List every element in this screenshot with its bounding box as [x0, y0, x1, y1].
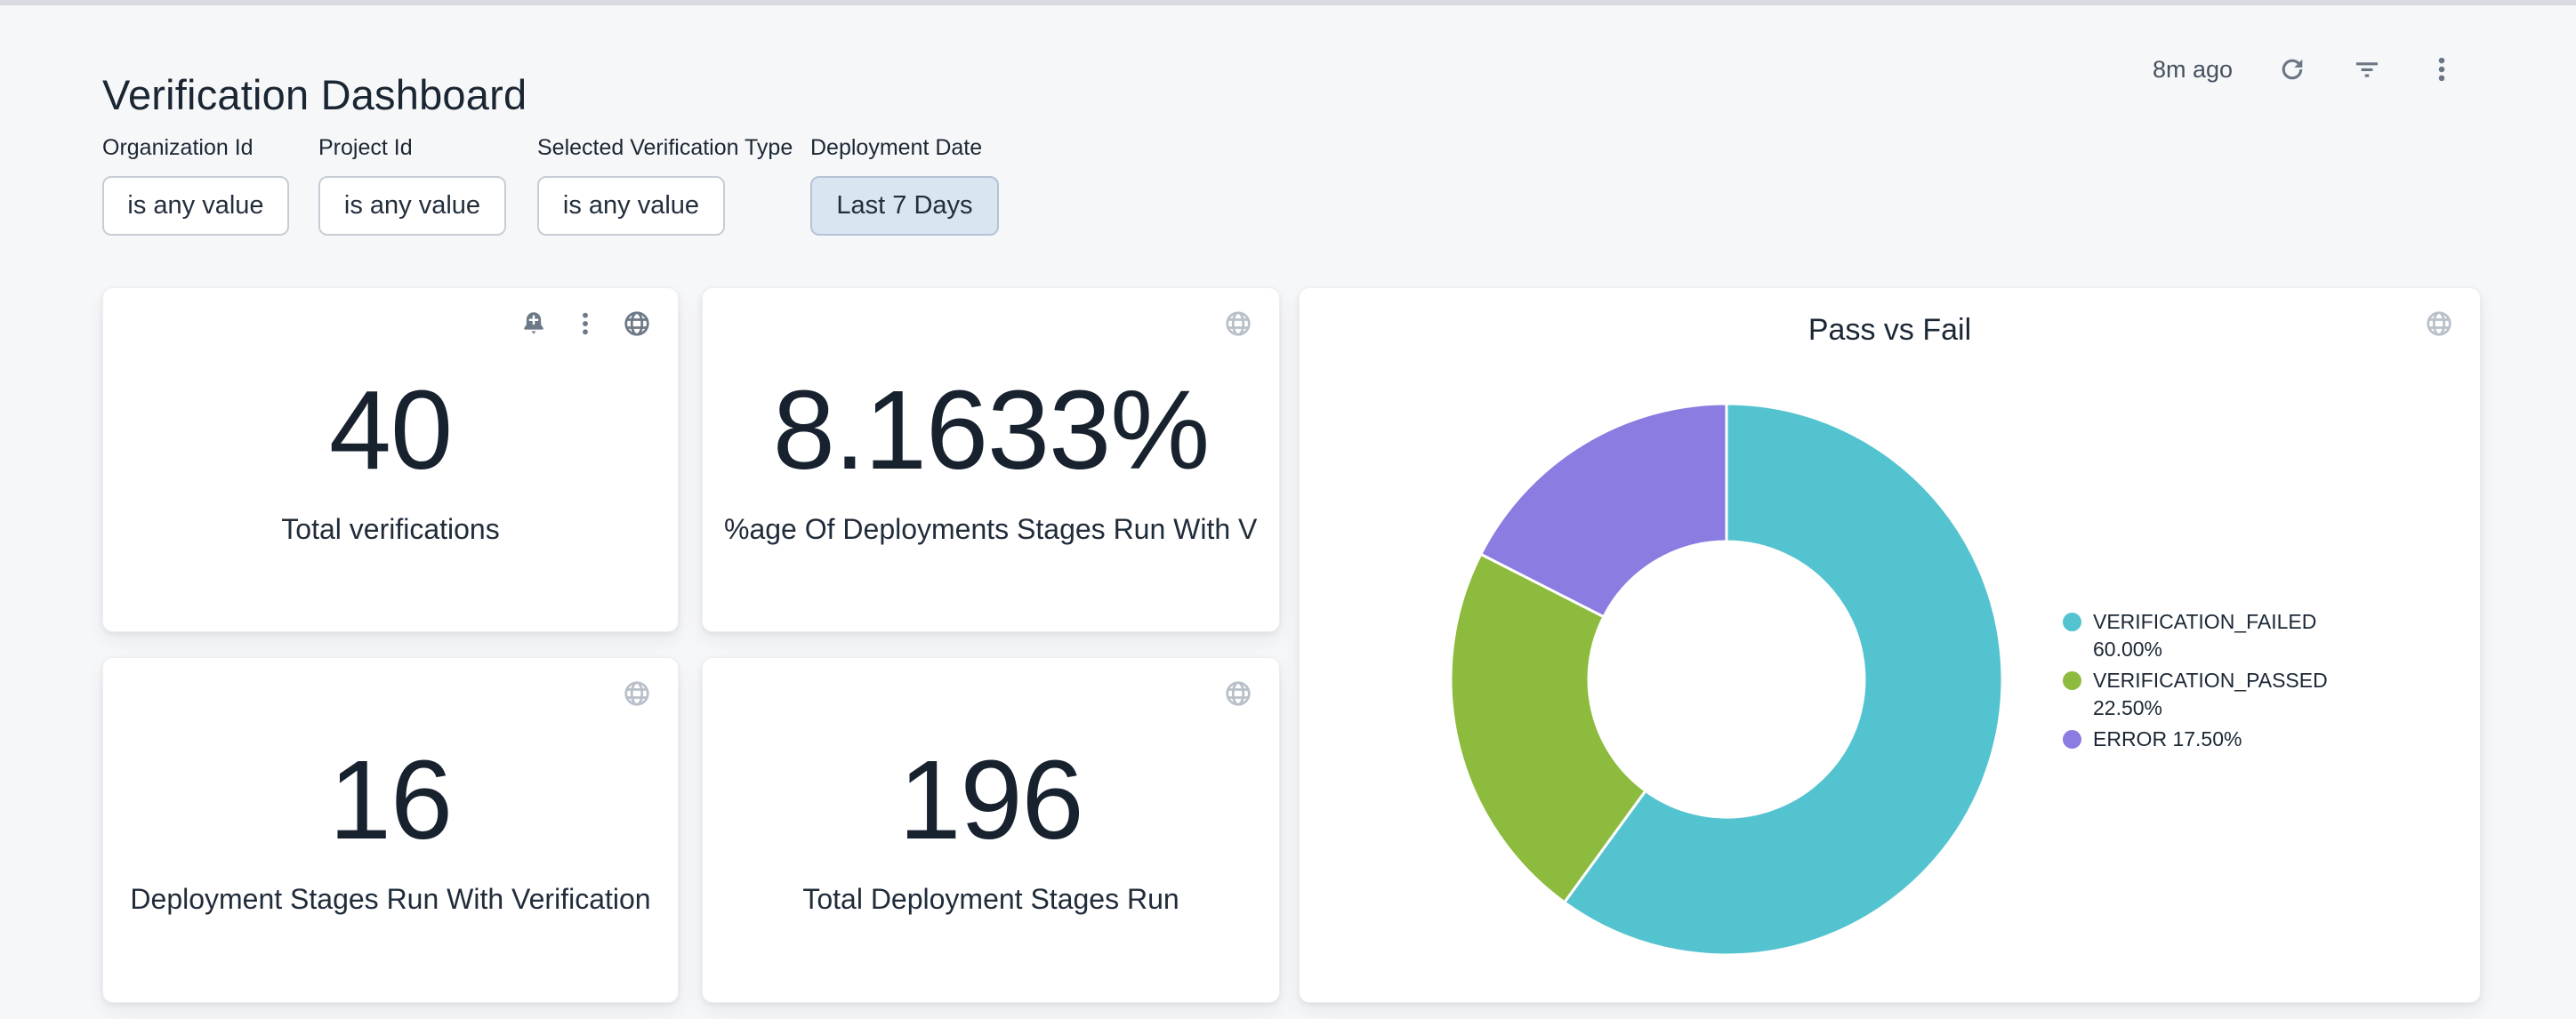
filter-value-button[interactable]: is any value: [537, 176, 725, 236]
tile-total-stages-run: 196 Total Deployment Stages Run: [702, 657, 1280, 1003]
filter-label: Deployment Date: [810, 135, 999, 161]
legend-item-error[interactable]: ERROR 17.50%: [2063, 726, 2365, 753]
filter-value-button[interactable]: is any value: [318, 176, 506, 236]
tile-stages-run-with-verification: 16 Deployment Stages Run With Verificati…: [102, 657, 679, 1003]
filter-organization-id: Organization Id is any value: [102, 135, 289, 236]
filter-list-icon: [2352, 54, 2382, 84]
dashboard-actions: 8m ago: [2153, 48, 2457, 91]
dashboard-filters-button[interactable]: [2352, 54, 2382, 84]
explore-from-here-button[interactable]: [623, 309, 651, 338]
chart-title: Pass vs Fail: [1300, 313, 2480, 348]
filter-value-button[interactable]: Last 7 Days: [810, 176, 999, 236]
tile-percent-stages-with-verification: 8.1633% %age Of Deployments Stages Run W…: [702, 287, 1280, 632]
page-title: Verification Dashboard: [102, 70, 527, 119]
globe-icon: [1224, 679, 1252, 708]
tile-value: 16: [329, 744, 452, 856]
explore-from-here-button[interactable]: [623, 679, 651, 708]
dashboard-more-menu-button[interactable]: [2427, 54, 2457, 84]
create-alert-button[interactable]: [519, 309, 548, 338]
globe-icon: [623, 679, 651, 708]
filter-label: Selected Verification Type: [537, 135, 793, 161]
tile-value: 40: [329, 374, 452, 486]
filter-selected-verification-type: Selected Verification Type is any value: [537, 135, 793, 236]
legend-item-verification_failed[interactable]: VERIFICATION_FAILED 60.00%: [2063, 608, 2365, 663]
legend-label: ERROR 17.50%: [2093, 726, 2242, 753]
donut-chart: [1442, 395, 2011, 964]
legend-dot: [2063, 671, 2081, 690]
explore-from-here-button[interactable]: [1224, 679, 1252, 708]
chart-legend: VERIFICATION_FAILED 60.00%VERIFICATION_P…: [2063, 608, 2365, 757]
tile-toolbar: [1224, 309, 1252, 338]
tile-total-verifications: 40 Total verifications: [102, 287, 679, 632]
donut-chart-area: [1442, 395, 2011, 964]
filter-label: Organization Id: [102, 135, 289, 161]
tile-pass-vs-fail: Pass vs Fail VERIFICATION_FAILED 60.00%V…: [1299, 287, 2481, 1003]
legend-dot: [2063, 613, 2081, 631]
explore-from-here-button[interactable]: [1224, 309, 1252, 338]
top-border-strip: [0, 0, 2576, 5]
legend-label: VERIFICATION_FAILED 60.00%: [2093, 608, 2365, 663]
legend-label: VERIFICATION_PASSED 22.50%: [2093, 667, 2365, 722]
tile-label: Deployment Stages Run With Verification: [130, 883, 650, 916]
filter-label: Project Id: [318, 135, 506, 161]
last-refreshed-text: 8m ago: [2153, 56, 2233, 84]
globe-icon: [2425, 309, 2453, 338]
tile-more-menu-button[interactable]: [571, 309, 600, 338]
refresh-button[interactable]: [2277, 54, 2307, 84]
bell-plus-icon: [519, 309, 548, 338]
tile-toolbar: [519, 309, 651, 338]
kebab-menu-icon: [571, 309, 600, 338]
filter-value-button[interactable]: is any value: [102, 176, 289, 236]
filter-project-id: Project Id is any value: [318, 135, 506, 236]
tile-label: Total verifications: [281, 513, 499, 546]
globe-icon: [1224, 309, 1252, 338]
filter-deployment-date: Deployment Date Last 7 Days: [810, 135, 999, 236]
tile-value: 8.1633%: [773, 374, 1209, 486]
tile-toolbar: [2425, 309, 2453, 338]
refresh-icon: [2277, 54, 2307, 84]
tile-label: Total Deployment Stages Run: [802, 883, 1179, 916]
globe-icon: [623, 309, 651, 338]
tile-toolbar: [623, 679, 651, 708]
explore-from-here-button[interactable]: [2425, 309, 2453, 338]
legend-dot: [2063, 730, 2081, 749]
tile-toolbar: [1224, 679, 1252, 708]
legend-item-verification_passed[interactable]: VERIFICATION_PASSED 22.50%: [2063, 667, 2365, 722]
kebab-menu-icon: [2427, 54, 2457, 84]
tile-value: 196: [898, 744, 1083, 856]
tile-label: %age Of Deployments Stages Run With V…: [724, 513, 1258, 546]
